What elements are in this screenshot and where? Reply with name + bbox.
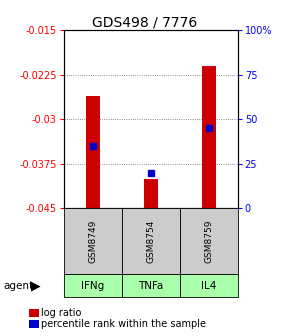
Bar xyxy=(202,66,216,208)
Text: agent: agent xyxy=(3,281,33,291)
Text: percentile rank within the sample: percentile rank within the sample xyxy=(41,319,206,329)
Text: GSM8759: GSM8759 xyxy=(204,219,213,263)
Text: ▶: ▶ xyxy=(31,279,41,292)
Text: log ratio: log ratio xyxy=(41,308,81,318)
Bar xyxy=(144,179,158,208)
Text: IFNg: IFNg xyxy=(81,281,104,291)
Text: IL4: IL4 xyxy=(201,281,217,291)
Text: TNFa: TNFa xyxy=(138,281,164,291)
Text: GSM8754: GSM8754 xyxy=(146,219,155,263)
Text: GSM8749: GSM8749 xyxy=(88,219,97,263)
Bar xyxy=(86,95,100,208)
Text: GDS498 / 7776: GDS498 / 7776 xyxy=(93,15,197,29)
